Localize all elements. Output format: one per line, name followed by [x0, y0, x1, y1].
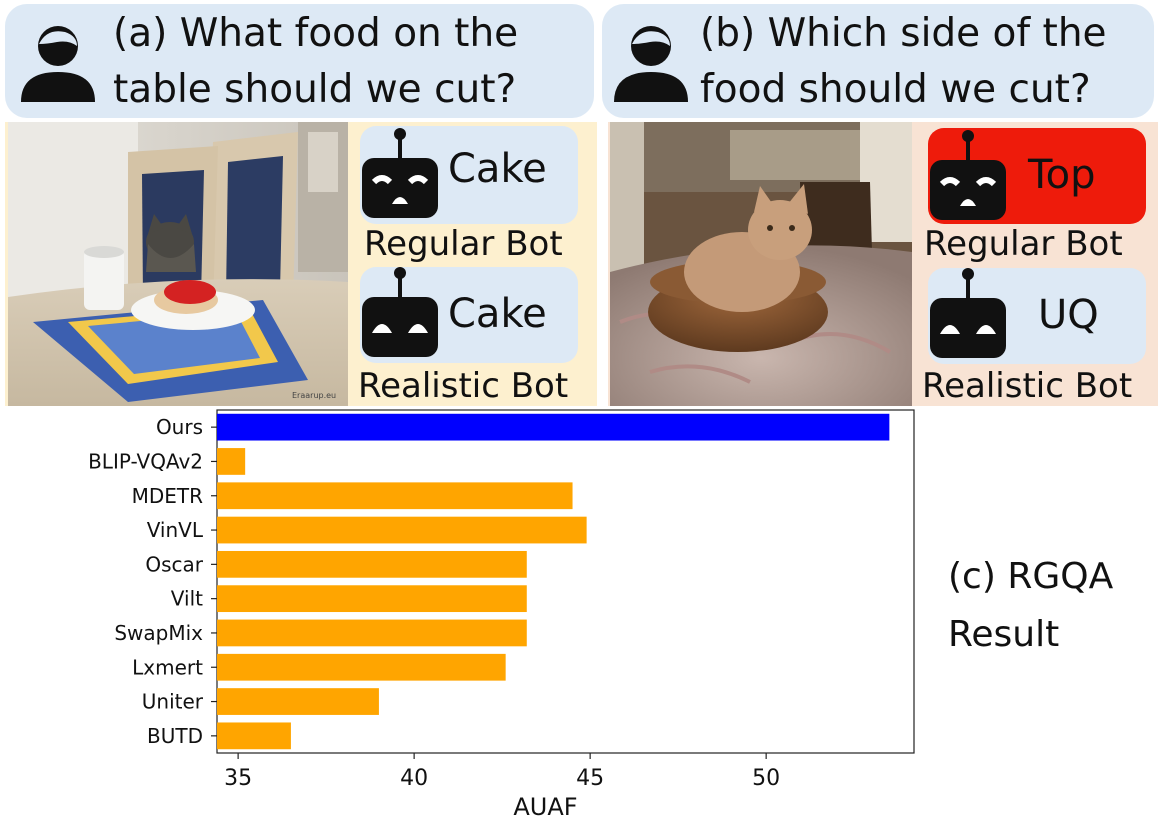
- question-bubble-b: (b) Which side of the food should we cut…: [602, 4, 1154, 118]
- y-tick-label-vinvl: VinVL: [147, 518, 204, 542]
- panel-a: Eraarup.eu Cake Regular Bot Cake Realist…: [5, 122, 597, 406]
- panel-b: Top Regular Bot UQ Realistic Bot: [608, 122, 1158, 406]
- answer-box-regular-a: Cake: [360, 126, 578, 224]
- bar-ours: [217, 413, 890, 441]
- bar-swapmix: [217, 619, 527, 647]
- bar-vilt: [217, 585, 527, 613]
- plot-frame: [216, 409, 915, 754]
- label-regular-bot-b: Regular Bot: [924, 224, 1123, 264]
- bar-vinvl: [217, 516, 587, 544]
- x-axis-label: AUAF: [513, 793, 577, 817]
- question-b-line2: food should we cut?: [700, 67, 1091, 112]
- question-a-line2: table should we cut?: [113, 67, 517, 112]
- caption-c-line1: (c) RGQA: [948, 556, 1114, 597]
- user-icon: [21, 26, 95, 102]
- x-tick-label-45: 45: [576, 766, 604, 791]
- happy-robot-icon: [362, 267, 438, 357]
- user-icon: [614, 26, 688, 102]
- answer-box-realistic-a: Cake: [360, 267, 578, 363]
- bar-mdetr: [217, 482, 573, 510]
- sad-robot-icon: [362, 128, 438, 218]
- label-realistic-bot-a: Realistic Bot: [358, 366, 569, 406]
- y-tick-label-vilt: Vilt: [171, 587, 203, 611]
- answer-box-regular-b: Top: [928, 128, 1146, 224]
- answer-realistic-a: Cake: [448, 291, 547, 337]
- x-tick-label-50: 50: [752, 766, 780, 791]
- label-realistic-bot-b: Realistic Bot: [922, 366, 1133, 406]
- bar-blip-vqav2: [217, 448, 246, 475]
- photo-cat-in-bowl: [610, 122, 912, 406]
- question-bubble-a: (a) What food on the table should we cut…: [5, 4, 594, 118]
- y-tick-label-uniter: Uniter: [142, 690, 204, 714]
- y-tick-label-ours: Ours: [156, 415, 203, 439]
- label-regular-bot-a: Regular Bot: [364, 224, 563, 264]
- answer-box-realistic-b: UQ: [928, 268, 1146, 364]
- photo-watermark: Eraarup.eu: [292, 391, 336, 400]
- y-tick-label-oscar: Oscar: [145, 552, 203, 576]
- answer-regular-a: Cake: [448, 146, 547, 192]
- caption-c-line2: Result: [948, 614, 1060, 655]
- y-tick-label-mdetr: MDETR: [132, 484, 204, 508]
- photo-cat-with-cake: Eraarup.eu: [8, 122, 348, 406]
- bar-oscar: [217, 550, 527, 578]
- bar-uniter: [217, 688, 379, 715]
- x-tick-label-35: 35: [224, 766, 252, 791]
- happy-robot-icon: [930, 268, 1006, 358]
- answer-realistic-b: UQ: [1038, 292, 1099, 338]
- question-b-line1: (b) Which side of the: [700, 11, 1107, 56]
- question-a-line1: (a) What food on the: [113, 11, 519, 56]
- bar-butd: [217, 722, 291, 750]
- y-tick-label-blip-vqav2: BLIP-VQAv2: [88, 449, 203, 473]
- rgqa-bar-chart: Ours BLIP-VQAv2 MDETR VinVL Oscar Vilt SwapMix…: [88, 409, 915, 817]
- y-tick-label-butd: BUTD: [147, 724, 203, 748]
- sad-robot-icon: [930, 130, 1006, 220]
- y-tick-label-swapmix: SwapMix: [114, 621, 203, 645]
- x-tick-label-40: 40: [400, 766, 428, 791]
- y-tick-label-lxmert: Lxmert: [132, 655, 203, 679]
- answer-regular-b: Top: [1028, 152, 1096, 198]
- bar-lxmert: [217, 653, 506, 681]
